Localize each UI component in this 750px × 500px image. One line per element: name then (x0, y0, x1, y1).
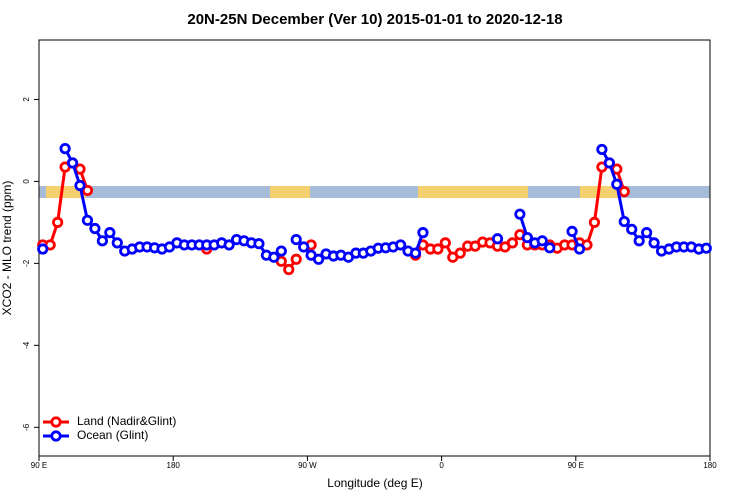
data-point (611, 178, 623, 190)
data-point (454, 247, 466, 259)
x-tick-label: 0 (439, 461, 444, 470)
data-point (81, 184, 94, 197)
y-tick-label: -4 (22, 341, 31, 349)
data-point (223, 239, 235, 251)
x-tick-label: 180 (703, 461, 717, 470)
data-point (268, 251, 280, 263)
data-point (618, 186, 630, 198)
y-tick-label: -2 (22, 259, 31, 267)
data-point (521, 231, 533, 244)
data-point (596, 143, 608, 156)
data-point (626, 223, 638, 235)
data-point (37, 243, 49, 255)
data-point (394, 239, 407, 251)
data-point (588, 216, 601, 228)
x-tick-label: 90 E (31, 461, 47, 470)
data-point (409, 247, 422, 259)
legend-marker (50, 430, 62, 442)
x-tick-label: 90 E (568, 461, 584, 470)
data-point (432, 243, 444, 255)
data-point (506, 237, 519, 249)
data-point (81, 214, 94, 226)
data-point (74, 179, 86, 192)
data-point (89, 222, 101, 235)
data-point (290, 253, 302, 265)
data-point (544, 242, 556, 254)
data-point (417, 227, 429, 239)
chart-title: 20N-25N December (Ver 10) 2015-01-01 to … (187, 11, 562, 28)
data-point (111, 237, 123, 249)
data-point (59, 143, 71, 155)
legend-marker (50, 416, 62, 428)
y-axis-label: XCO2 - MLO trend (ppm) (0, 181, 14, 316)
data-point (618, 215, 630, 228)
data-point (298, 241, 310, 253)
legend-label: Ocean (Glint) (77, 428, 148, 442)
data-point (641, 227, 653, 239)
map-ocean (39, 186, 710, 198)
legend-label: Land (Nadir&Glint) (77, 414, 176, 428)
data-point (439, 237, 451, 249)
data-point (66, 157, 79, 169)
y-tick-label: -6 (22, 423, 31, 431)
data-point (536, 235, 548, 247)
data-point (96, 235, 108, 247)
data-point (514, 208, 526, 220)
data-point (700, 242, 712, 254)
data-point (253, 238, 265, 250)
data-point (648, 237, 660, 249)
data-point (275, 245, 287, 257)
data-point (290, 233, 302, 246)
map-land (270, 186, 310, 198)
x-axis-label: Longitude (deg E) (327, 476, 422, 490)
data-point (283, 263, 295, 276)
data-point (104, 227, 116, 239)
data-point (603, 157, 615, 169)
x-tick-label: 180 (167, 461, 181, 470)
data-point (573, 243, 586, 255)
data-point (312, 253, 325, 265)
data-point (633, 235, 645, 247)
y-tick-label: 0 (22, 179, 31, 184)
data-point (566, 225, 578, 238)
y-tick-label: 2 (22, 97, 31, 102)
map-strip (39, 186, 710, 198)
data-point (52, 216, 64, 228)
map-land (418, 186, 528, 198)
data-point (491, 233, 504, 245)
x-tick-label: 90 W (298, 461, 317, 470)
